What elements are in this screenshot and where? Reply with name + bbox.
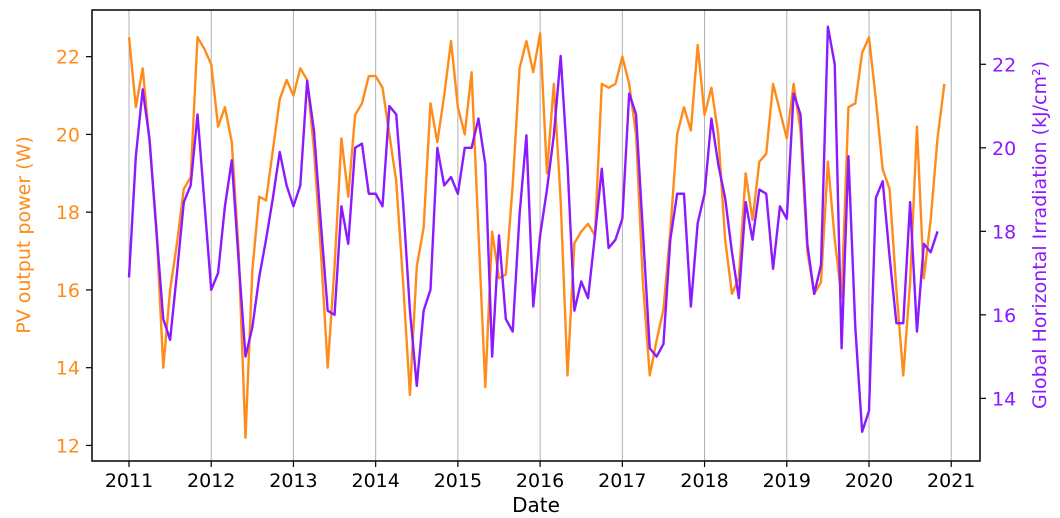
x-tick-label: 2017 bbox=[598, 470, 646, 492]
y-right-tick-label: 20 bbox=[992, 138, 1016, 160]
x-tick-label: 2011 bbox=[105, 470, 153, 492]
x-tick-label: 2018 bbox=[680, 470, 728, 492]
y-right-tick-label: 16 bbox=[992, 305, 1016, 327]
y-right-tick-label: 14 bbox=[992, 388, 1016, 410]
series-line-ghi bbox=[127, 25, 939, 433]
plot-frame bbox=[91, 9, 981, 462]
x-axis: 2011 2012 2013 2014 2015 2016 2017 2018 2019 2020… bbox=[105, 461, 975, 492]
y-left-tick-label: 14 bbox=[56, 358, 80, 380]
x-tick-label: 2016 bbox=[516, 470, 564, 492]
x-tick-label: 2019 bbox=[763, 470, 811, 492]
y-left-tick-label: 12 bbox=[56, 435, 80, 457]
y-left-tick-label: 18 bbox=[56, 202, 80, 224]
y-axis-right-label: Global Horizontal Irradiation (kJ/cm²) bbox=[1029, 61, 1051, 409]
x-tick-label: 2020 bbox=[845, 470, 893, 492]
y-left-tick-label: 22 bbox=[56, 47, 80, 69]
y-axis-left: 12 14 16 18 20 22 bbox=[56, 47, 92, 457]
y-right-tick-label: 22 bbox=[992, 54, 1016, 76]
x-axis-label: Date bbox=[512, 493, 560, 517]
y-right-tick-label: 18 bbox=[992, 221, 1016, 243]
x-tick-label: 2014 bbox=[351, 470, 399, 492]
x-tick-label: 2021 bbox=[927, 470, 975, 492]
y-axis-right: 14 16 18 20 22 bbox=[980, 54, 1016, 410]
x-tick-label: 2012 bbox=[187, 470, 235, 492]
series-layer bbox=[127, 25, 946, 439]
x-tick-label: 2015 bbox=[434, 470, 482, 492]
y-axis-left-label: PV output power (W) bbox=[13, 136, 35, 334]
y-left-tick-label: 20 bbox=[56, 124, 80, 146]
x-tick-label: 2013 bbox=[269, 470, 317, 492]
y-left-tick-label: 16 bbox=[56, 280, 80, 302]
